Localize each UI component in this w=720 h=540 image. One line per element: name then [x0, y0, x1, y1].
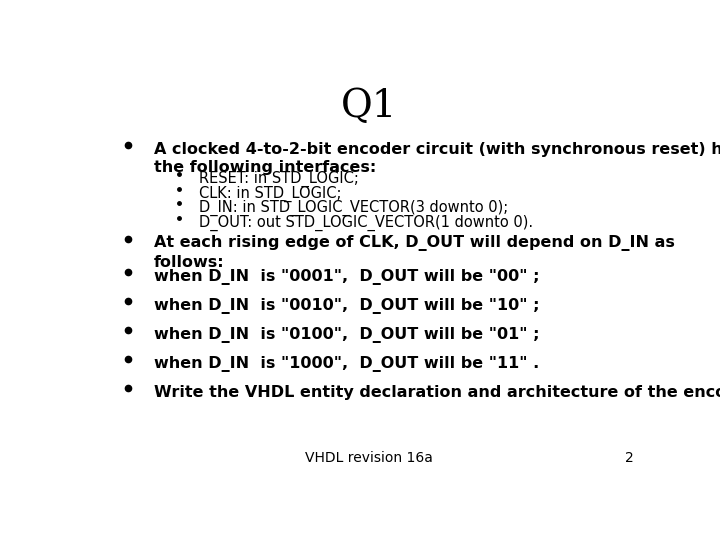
Text: VHDL revision 16a: VHDL revision 16a	[305, 451, 433, 465]
Text: D_OUT: out STD_LOGIC_VECTOR(1 downto 0).: D_OUT: out STD_LOGIC_VECTOR(1 downto 0).	[199, 214, 533, 231]
Text: CLK: in STD_LOGIC;: CLK: in STD_LOGIC;	[199, 185, 341, 201]
Text: when D_IN  is "0010",  D_OUT will be "10" ;: when D_IN is "0010", D_OUT will be "10" …	[154, 298, 540, 314]
Text: when D_IN  is "1000",  D_OUT will be "11" .: when D_IN is "1000", D_OUT will be "11" …	[154, 356, 539, 372]
Text: when D_IN  is "0100",  D_OUT will be "01" ;: when D_IN is "0100", D_OUT will be "01" …	[154, 327, 540, 343]
Text: At each rising edge of CLK, D_OUT will depend on D_IN as
follows:: At each rising edge of CLK, D_OUT will d…	[154, 235, 675, 270]
Text: Write the VHDL entity declaration and architecture of the encoder.: Write the VHDL entity declaration and ar…	[154, 385, 720, 400]
Text: 2: 2	[625, 451, 634, 465]
Text: Q1: Q1	[341, 87, 397, 125]
Text: D_IN: in STD_LOGIC_VECTOR(3 downto 0);: D_IN: in STD_LOGIC_VECTOR(3 downto 0);	[199, 200, 508, 216]
Text: when D_IN  is "0001",  D_OUT will be "00" ;: when D_IN is "0001", D_OUT will be "00" …	[154, 268, 540, 285]
Text: A clocked 4-to-2-bit encoder circuit (with synchronous reset) has
the following : A clocked 4-to-2-bit encoder circuit (wi…	[154, 141, 720, 176]
Text: RESET: in STD_LOGIC;: RESET: in STD_LOGIC;	[199, 171, 359, 187]
